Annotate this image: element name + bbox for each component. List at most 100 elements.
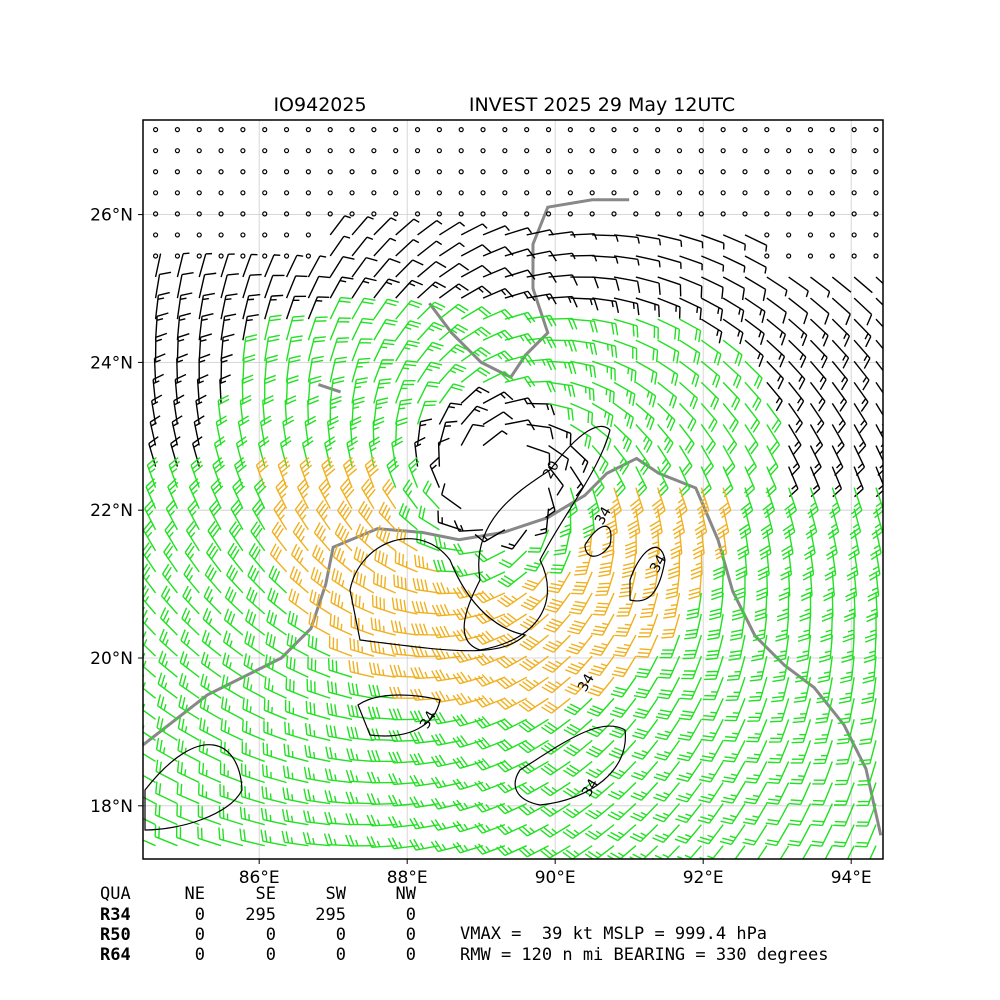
wind-barb — [220, 253, 235, 278]
wind-barb — [395, 398, 413, 425]
wind-barb — [670, 529, 683, 560]
wind-barb — [721, 845, 746, 859]
wind-barb — [235, 436, 248, 467]
wind-barb — [395, 320, 422, 341]
wind-barb — [540, 718, 571, 735]
wind-barb — [789, 761, 812, 785]
wind-barb — [616, 592, 637, 617]
wind-barb — [304, 415, 317, 446]
wind-barb — [416, 381, 441, 404]
wind-barb — [438, 242, 465, 257]
wind-barb — [329, 235, 351, 257]
wind-barb — [809, 381, 826, 412]
wind-barb — [460, 386, 490, 404]
wind-barb — [409, 838, 440, 851]
wind-barb — [788, 381, 805, 412]
wind-barb — [548, 381, 576, 398]
wind-barb — [351, 357, 371, 383]
wind-barb — [788, 803, 812, 826]
wind-barb — [330, 590, 353, 615]
wind-barb — [173, 394, 185, 425]
wind-barb — [635, 445, 651, 476]
calm-marker — [829, 148, 835, 154]
wind-barb — [818, 635, 834, 663]
wind-barb — [431, 625, 462, 639]
wind-barb — [187, 499, 200, 531]
wind-barb — [417, 240, 443, 257]
calm-marker — [283, 190, 290, 196]
wind-barb — [143, 839, 156, 847]
wind-barb — [324, 436, 336, 467]
wind-barb — [474, 653, 506, 666]
wind-barb — [679, 381, 699, 410]
wind-barb — [519, 613, 549, 631]
wind-barb — [313, 522, 331, 552]
wind-barb — [378, 501, 397, 531]
wind-barb — [287, 610, 309, 636]
wind-barb — [326, 415, 339, 446]
wind-barb — [325, 724, 353, 742]
wind-barb — [841, 635, 855, 664]
table-cell: 0 — [406, 925, 416, 945]
calm-marker — [611, 148, 617, 154]
wind-barb — [518, 676, 549, 692]
wind-barb — [784, 487, 797, 519]
wind-barb — [540, 802, 571, 818]
wind-barb — [221, 674, 244, 699]
wind-barb — [441, 483, 462, 510]
x-tick-label: 92°E — [683, 868, 724, 888]
calm-marker — [196, 127, 202, 133]
calm-marker — [414, 169, 421, 175]
wind-barb — [422, 480, 440, 510]
wind-barb — [303, 788, 331, 805]
calm-marker — [480, 190, 486, 196]
wind-barb — [410, 666, 440, 680]
wind-barb — [264, 354, 279, 383]
wind-barb — [143, 563, 157, 594]
x-tick-label: 90°E — [535, 868, 576, 888]
wind-barb — [474, 590, 506, 604]
wind-barb — [674, 824, 702, 844]
wind-barb — [395, 218, 420, 236]
calm-marker — [152, 190, 159, 196]
wind-barb — [366, 771, 396, 784]
wind-barb — [548, 402, 574, 421]
wind-barb — [351, 592, 375, 615]
wind-barb — [438, 343, 468, 362]
wind-barb — [305, 701, 331, 721]
wind-barb — [540, 845, 571, 859]
wind-barb — [744, 445, 757, 476]
wind-barb — [767, 740, 790, 764]
wind-barb — [589, 634, 615, 656]
wind-barb — [167, 478, 179, 509]
wind-barb — [635, 339, 659, 363]
calm-marker — [393, 127, 399, 133]
calm-marker — [698, 169, 704, 175]
wind-barb — [260, 829, 287, 847]
row-label: R50 — [100, 925, 131, 945]
wind-barb — [286, 633, 309, 657]
wind-barb — [859, 719, 877, 745]
calm-marker — [174, 190, 181, 196]
wind-barb — [743, 803, 768, 825]
wind-barb — [460, 306, 492, 320]
wind-barb — [198, 739, 222, 763]
calm-marker — [371, 148, 377, 154]
wind-barb — [831, 339, 850, 369]
wind-barb — [815, 698, 833, 724]
wind-barb — [831, 318, 851, 347]
wind-barb — [452, 671, 484, 685]
wind-barb — [714, 529, 728, 560]
calm-marker — [655, 211, 661, 217]
wind-barb — [329, 337, 350, 362]
wind-barb — [482, 329, 514, 341]
wind-barb — [526, 358, 557, 371]
wind-barb — [722, 255, 746, 273]
wind-barb — [609, 718, 637, 739]
wind-barb — [334, 522, 353, 552]
wind-barb — [307, 355, 324, 383]
wind-barb — [569, 423, 592, 449]
wind-barb — [817, 656, 834, 684]
wind-barb — [460, 264, 492, 278]
wind-barb — [566, 634, 593, 655]
